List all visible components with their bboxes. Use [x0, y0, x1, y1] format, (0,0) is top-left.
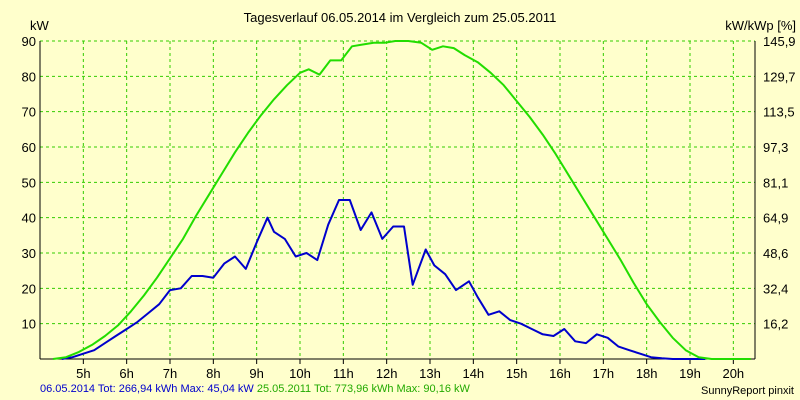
y-right-tick-label: 97,3 [763, 140, 788, 155]
series-layer [52, 40, 751, 360]
y-tick-label: 60 [22, 140, 36, 155]
y-tick-label: 70 [22, 105, 36, 120]
y-right-tick-label: 64,9 [763, 211, 788, 226]
legend-series-1: 06.05.2014 Tot: 266,94 kWh Max: 45,04 kW [40, 383, 254, 395]
y-tick-label: 90 [22, 34, 36, 49]
x-tick-label: 16h [549, 366, 571, 381]
axes [39, 41, 756, 364]
y-tick-label: 50 [22, 175, 36, 190]
legend-series-2: 25.05.2011 Tot: 773,96 kWh Max: 90,16 kW [256, 383, 470, 395]
y-right-tick-label: 81,1 [763, 175, 788, 190]
x-tick-label: 13h [419, 366, 441, 381]
series-line-2 [52, 40, 751, 360]
tick-labels: 10 16,2 20 32,4 30 48,6 40 64,9 50 81,1 60 97,3 70 11… [22, 34, 796, 381]
plot-area [40, 41, 755, 359]
y-axis-unit-right: kW/kWp [%] [725, 18, 796, 33]
x-tick-label: 11h [333, 366, 354, 381]
x-tick-label: 10h [289, 366, 311, 381]
x-tick-label: 19h [679, 366, 701, 381]
x-tick-label: 8h [206, 366, 220, 381]
series-line-1 [61, 199, 706, 360]
y-right-tick-label: 16,2 [763, 317, 788, 332]
y-tick-label: 80 [22, 69, 36, 84]
y-right-tick-label: 113,5 [763, 105, 795, 120]
x-tick-label: 15h [506, 366, 528, 381]
x-tick-label: 14h [462, 366, 484, 381]
x-tick-label: 12h [376, 366, 398, 381]
grid [40, 40, 755, 359]
x-tick-label: 7h [163, 366, 177, 381]
credit-text: SunnyReport pinxit [701, 385, 794, 397]
x-tick-label: 17h [592, 366, 614, 381]
x-tick-label: 20h [722, 366, 744, 381]
y-tick-label: 10 [22, 317, 36, 332]
x-tick-label: 6h [119, 366, 133, 381]
y-tick-label: 40 [22, 211, 36, 226]
chart-title: Tagesverlauf 06.05.2014 im Vergleich zum… [243, 10, 557, 25]
y-right-tick-label: 48,6 [763, 246, 788, 261]
y-right-tick-label: 129,7 [763, 69, 796, 84]
y-tick-label: 20 [22, 281, 36, 296]
y-right-tick-label: 145,9 [763, 34, 796, 49]
x-tick-label: 9h [249, 366, 263, 381]
footer-legend: 06.05.2014 Tot: 266,94 kWh Max: 45,04 kW… [40, 383, 470, 395]
x-tick-label: 5h [76, 366, 90, 381]
y-tick-label: 30 [22, 246, 36, 261]
x-tick-label: 18h [636, 366, 658, 381]
y-axis-unit-left: kW [30, 18, 49, 33]
y-right-tick-label: 32,4 [763, 281, 788, 296]
